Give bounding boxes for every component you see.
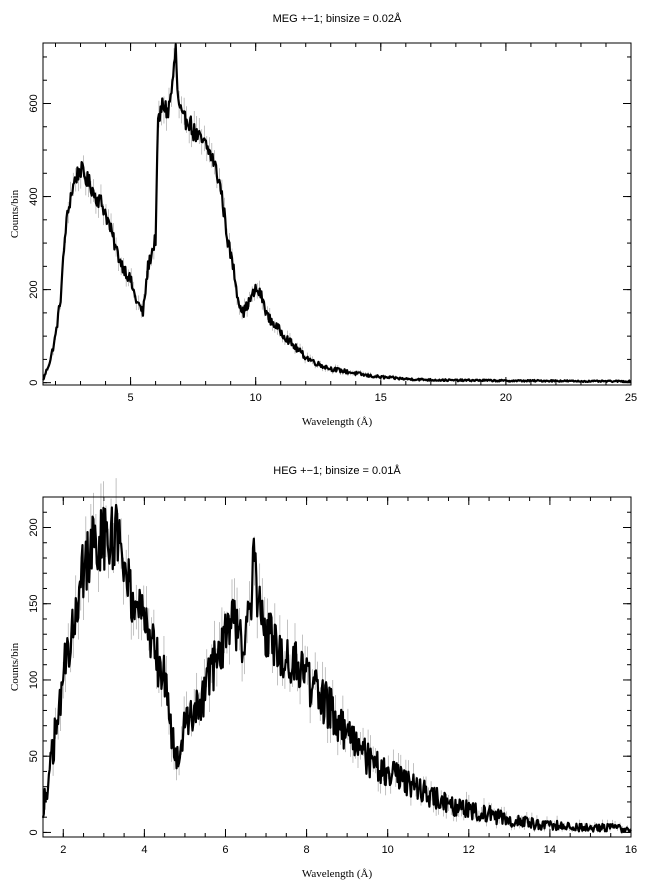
heg-spectrum-line	[41, 503, 632, 834]
heg-x-tick-label: 12	[463, 844, 475, 856]
meg-x-tick-label: 20	[500, 392, 512, 404]
meg-y-tick-label: 600	[28, 94, 40, 112]
heg-x-axis-label: Wavelength (Å)	[302, 868, 373, 880]
heg-y-tick-label: 150	[28, 595, 40, 613]
meg-x-tick-label: 10	[250, 392, 262, 404]
heg-plot-frame	[42, 496, 632, 838]
heg-chart-title: HEG +−1; binsize = 0.01Å	[273, 464, 401, 477]
heg-x-tick-label: 4	[141, 844, 147, 856]
heg-y-axis-label: Counts/bin	[9, 642, 21, 691]
heg-x-tick-label: 2	[60, 844, 66, 856]
heg-ticks: 2 4 6 8 10 12 14 16 0 50 100 150 200	[28, 496, 637, 856]
heg-error-bars	[42, 478, 631, 833]
meg-series	[42, 43, 632, 384]
heg-y-tick-label: 100	[28, 671, 40, 689]
meg-y-tick-label: 200	[28, 280, 40, 298]
heg-y-tick-label: 50	[28, 750, 40, 762]
meg-error-bars	[42, 48, 631, 383]
meg-ticks: 5 10 15 20 25 0 200 400 600	[28, 43, 637, 404]
meg-y-axis-label: Counts/bin	[9, 189, 21, 238]
meg-y-tick-label: 400	[28, 187, 40, 205]
heg-x-tick-label: 6	[222, 844, 228, 856]
meg-x-axis-label: Wavelength (Å)	[302, 416, 373, 428]
heg-y-tick-label: 200	[28, 518, 40, 536]
meg-x-tick-label: 25	[625, 392, 637, 404]
meg-spectrum-line	[42, 43, 632, 384]
meg-chart: MEG +−1; binsize = 0.02Å 5 10 15 20 25 0 200 40…	[9, 12, 637, 428]
heg-x-tick-label: 10	[382, 844, 394, 856]
heg-chart: HEG +−1; binsize = 0.01Å 2 4 6 8 10 12 14 16 0 50…	[9, 464, 637, 880]
meg-chart-title: MEG +−1; binsize = 0.02Å	[273, 12, 402, 25]
meg-x-tick-label: 5	[128, 392, 134, 404]
heg-x-tick-label: 14	[544, 844, 556, 856]
meg-plot-frame	[42, 42, 632, 386]
meg-x-tick-label: 15	[375, 392, 387, 404]
heg-y-tick-label: 0	[28, 829, 40, 835]
heg-x-tick-label: 8	[304, 844, 310, 856]
heg-series	[41, 503, 632, 834]
heg-x-tick-label: 16	[625, 844, 637, 856]
meg-y-tick-label: 0	[28, 380, 40, 386]
